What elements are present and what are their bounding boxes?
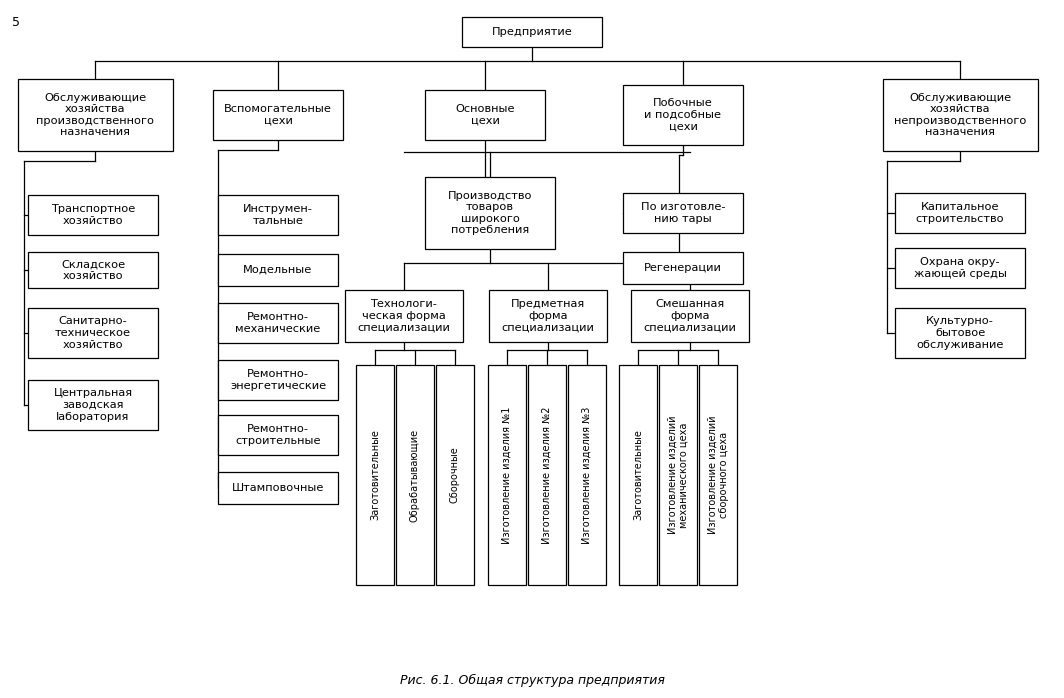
Text: Изготовление изделия №1: Изготовление изделия №1 xyxy=(502,406,512,544)
Text: По изготовле-
нию тары: По изготовле- нию тары xyxy=(641,202,726,224)
FancyBboxPatch shape xyxy=(882,79,1037,151)
FancyBboxPatch shape xyxy=(218,415,338,455)
Text: Технологи-
ческая форма
специализации: Технологи- ческая форма специализации xyxy=(358,299,450,333)
FancyBboxPatch shape xyxy=(218,303,338,343)
Text: Модельные: Модельные xyxy=(244,265,313,275)
FancyBboxPatch shape xyxy=(895,308,1025,358)
FancyBboxPatch shape xyxy=(624,193,743,233)
Text: Регенерации: Регенерации xyxy=(644,263,722,273)
FancyBboxPatch shape xyxy=(619,365,656,585)
FancyBboxPatch shape xyxy=(356,365,394,585)
Text: 5: 5 xyxy=(12,15,20,29)
Text: Изготовление изделий
механического цеха: Изготовление изделий механического цеха xyxy=(667,416,688,534)
Text: Заготовительные: Заготовительные xyxy=(633,429,643,521)
FancyBboxPatch shape xyxy=(17,79,172,151)
Text: Обрабатывающие: Обрабатывающие xyxy=(410,429,420,521)
Text: Капитальное
строительство: Капитальное строительство xyxy=(916,202,1004,224)
Text: Изготовление изделий
сборочного цеха: Изготовление изделий сборочного цеха xyxy=(708,416,729,534)
Text: Предприятие: Предприятие xyxy=(492,27,572,37)
Text: Центральная
заводская
lаборатория: Центральная заводская lаборатория xyxy=(53,388,133,422)
FancyBboxPatch shape xyxy=(28,380,157,430)
FancyBboxPatch shape xyxy=(218,360,338,400)
Text: Инструмен-
тальные: Инструмен- тальные xyxy=(243,205,313,225)
Text: Изготовление изделия №3: Изготовление изделия №3 xyxy=(582,406,592,544)
FancyBboxPatch shape xyxy=(28,308,157,358)
Text: Санитарно-
техническое
хозяйство: Санитарно- техническое хозяйство xyxy=(55,316,131,350)
FancyBboxPatch shape xyxy=(631,290,749,342)
FancyBboxPatch shape xyxy=(218,195,338,235)
Text: Складское
хозяйство: Складское хозяйство xyxy=(61,259,126,281)
Text: Транспортное
хозяйство: Транспортное хозяйство xyxy=(51,205,135,225)
FancyBboxPatch shape xyxy=(213,90,343,140)
FancyBboxPatch shape xyxy=(28,195,157,235)
FancyBboxPatch shape xyxy=(28,252,157,288)
Text: Заготовительные: Заготовительные xyxy=(370,429,380,521)
Text: Вспомогательные
цехи: Вспомогательные цехи xyxy=(225,104,332,126)
FancyBboxPatch shape xyxy=(425,90,545,140)
Text: Производство
товаров
широкого
потребления: Производство товаров широкого потреблени… xyxy=(448,191,532,235)
Text: Изготовление изделия №2: Изготовление изделия №2 xyxy=(542,406,552,544)
Text: Ремонтно-
строительные: Ремонтно- строительные xyxy=(235,424,320,446)
Text: Основные
цехи: Основные цехи xyxy=(455,104,515,126)
Text: Сборочные: Сборочные xyxy=(450,447,460,503)
FancyBboxPatch shape xyxy=(218,254,338,286)
FancyBboxPatch shape xyxy=(659,365,697,585)
FancyBboxPatch shape xyxy=(425,177,555,249)
Text: Смешанная
форма
специализации: Смешанная форма специализации xyxy=(644,299,736,333)
Text: Культурно-
бытовое
обслуживание: Культурно- бытовое обслуживание xyxy=(916,316,1003,350)
Text: Штамповочные: Штамповочные xyxy=(232,483,325,493)
FancyBboxPatch shape xyxy=(436,365,473,585)
FancyBboxPatch shape xyxy=(624,252,743,284)
FancyBboxPatch shape xyxy=(699,365,737,585)
FancyBboxPatch shape xyxy=(568,365,606,585)
Text: Побочные
и подсобные
цехи: Побочные и подсобные цехи xyxy=(645,98,721,132)
FancyBboxPatch shape xyxy=(345,290,463,342)
FancyBboxPatch shape xyxy=(462,17,602,47)
FancyBboxPatch shape xyxy=(895,193,1025,233)
Text: Обслуживающие
хозяйства
производственного
назначения: Обслуживающие хозяйства производственног… xyxy=(36,93,154,138)
FancyBboxPatch shape xyxy=(218,472,338,504)
Text: Обслуживающие
хозяйства
непроизводственного
назначения: Обслуживающие хозяйства непроизводственн… xyxy=(894,93,1026,138)
FancyBboxPatch shape xyxy=(528,365,566,585)
FancyBboxPatch shape xyxy=(396,365,434,585)
Text: Ремонтно-
механические: Ремонтно- механические xyxy=(235,312,320,334)
FancyBboxPatch shape xyxy=(489,290,606,342)
FancyBboxPatch shape xyxy=(895,248,1025,288)
FancyBboxPatch shape xyxy=(624,85,743,145)
Text: Ремонтно-
энергетические: Ремонтно- энергетические xyxy=(230,369,326,391)
Text: Предметная
форма
специализации: Предметная форма специализации xyxy=(501,299,595,333)
FancyBboxPatch shape xyxy=(488,365,526,585)
Text: Охрана окру-
жающей среды: Охрана окру- жающей среды xyxy=(914,257,1007,279)
Text: Рис. 6.1. Общая структура предприятия: Рис. 6.1. Общая структура предприятия xyxy=(400,674,664,687)
